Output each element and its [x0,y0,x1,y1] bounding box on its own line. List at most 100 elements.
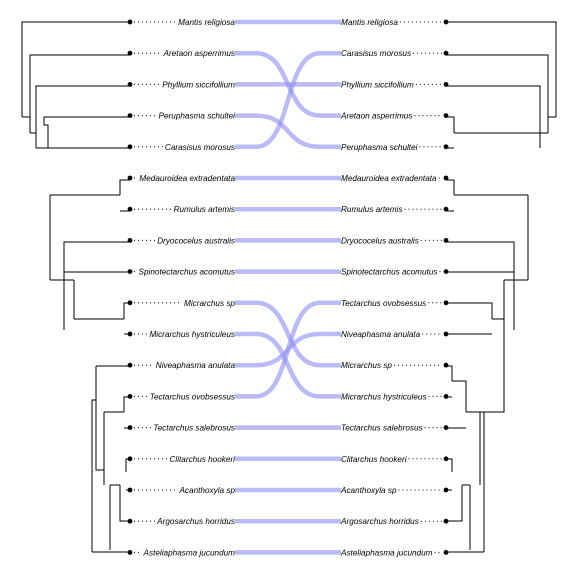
right-tip: Medauroidea extradentata [341,174,449,183]
left-tip: Medauroidea extradentata [127,174,235,183]
left-tip: Rumulus artemis [127,205,235,214]
left-tip-label: Micrarchus sp [184,299,235,308]
right-tip: Dryococelus australis [341,236,449,245]
left-tip: Tectarchus salebrosus [127,424,235,433]
left-tip: Clitarchus hookeri [127,455,235,464]
tip-dot [127,238,133,243]
tip-dot [443,362,449,368]
right-tip-label: Rumulus artemis [341,205,402,214]
right-tip: Phyllium siccifollium [341,80,449,89]
tanglegram-link [235,300,341,399]
right-tip: Tectarchus ovobsessus [341,299,449,308]
left-tip: Micrarchus hystriculeus [127,330,235,339]
left-tip-label: Clitarchus hookeri [169,455,235,464]
right-tip: Micrarchus sp [341,361,449,370]
left-tip-label: Niveaphasma anulata [156,361,236,370]
right-tree-branches [446,21,557,553]
right-tip-label: Clitarchus hookeri [341,455,407,464]
right-tip-label: Medauroidea extradentata [341,174,437,183]
right-tip: Aretaon asperrimus [340,112,449,121]
right-tip: Tectarchus salebrosus [341,424,449,433]
left-tip: Niveaphasma anulata [127,361,236,370]
tip-dot [443,300,449,306]
tanglegram-link [235,331,341,399]
left-tip-label: Acanthoxyla sp [178,486,235,495]
left-tip-label: Phyllium siccifollium [162,80,235,89]
left-tip: Phyllium siccifollium [127,80,235,89]
right-tip: Micrarchus hystriculeus [341,392,449,401]
tip-dot [127,331,133,337]
right-tip-label: Micrarchus hystriculeus [341,392,427,401]
left-tip-label: Tectarchus salebrosus [153,424,235,433]
tanglegram-links [235,19,341,555]
tip-dot [443,113,449,118]
tip-dot [127,300,133,306]
left-tip: Asteliaphasma jucundum [127,548,236,557]
left-tree-branches [21,21,130,553]
tip-dot [443,518,449,524]
tip-dot [443,550,449,555]
right-tip-label: Asteliaphasma jucundum [340,548,433,557]
tip-dot [127,175,133,181]
tip-dot [443,269,449,274]
right-tip: Argosarchus horridus [340,517,449,526]
tip-dot [127,394,133,399]
right-tip-label: Argosarchus horridus [340,517,419,526]
left-tip: Argosarchus horridus [127,517,235,526]
tip-labels: Mantis religiosa Aretaon asperrimus Phylli… [127,18,449,557]
left-tip: Peruphasma schultei [127,112,236,121]
tip-dot [443,206,449,212]
left-tip-label: Mantis religiosa [178,18,235,27]
left-tip-label: Peruphasma schultei [159,112,236,121]
tip-dot [127,269,133,274]
tip-dot [443,238,449,243]
tip-dot [127,50,133,56]
tip-dot [127,518,133,524]
tip-dot [443,331,449,337]
right-tip: Rumulus artemis [341,205,449,214]
left-tip-label: Rumulus artemis [174,205,235,214]
tip-dot [443,394,449,399]
tip-dot [127,144,133,150]
tip-dot [443,175,449,181]
left-tip-label: Argosarchus horridus [156,517,235,526]
tanglegram-link [235,50,341,150]
tip-dot [127,425,133,430]
left-tip-label: Aretaon asperrimus [163,49,235,58]
left-tip-label: Dryococelus australis [157,236,235,245]
left-tip-label: Medauroidea extradentata [139,174,235,183]
tip-dot [443,456,449,462]
left-tip: Dryococelus australis [127,236,235,245]
tip-dot [127,206,133,212]
tip-dot [443,487,449,493]
left-tip: Acanthoxyla sp [127,486,235,495]
tip-dot [127,550,133,555]
left-tip-label: Spinotectarchus acomutus [139,268,235,277]
right-tip: Asteliaphasma jucundum [340,548,449,557]
tip-dot [127,82,133,87]
left-tip-label: Micrarchus hystriculeus [149,330,235,339]
tip-dot [127,113,133,118]
right-tip-label: Dryococelus australis [341,236,419,245]
right-tip: Acanthoxyla sp [340,486,449,495]
left-tip: Tectarchus ovobsessus [127,392,235,401]
right-tip-label: Acanthoxyla sp [340,486,397,495]
tip-dot [127,362,133,368]
tanglegram-link [235,113,341,150]
right-tip: Peruphasma schultei [341,143,449,152]
tip-dot [443,82,449,87]
left-tip-label: Asteliaphasma jucundum [143,548,236,557]
right-tip: Spinotectarchus acomutus [341,268,449,277]
right-tip: Mantis religiosa [341,18,449,27]
right-tip-label: Tectarchus ovobsessus [341,299,426,308]
tip-dot [127,456,133,462]
left-tip: Mantis religiosa [127,18,235,27]
tip-dot [127,487,133,493]
right-tip-label: Tectarchus salebrosus [341,424,423,433]
tip-dot [443,144,449,150]
right-tip-label: Carasisus morosus [341,49,411,58]
left-tip-label: Carasisus morosus [165,143,235,152]
right-tip-label: Micrarchus sp [341,361,392,370]
